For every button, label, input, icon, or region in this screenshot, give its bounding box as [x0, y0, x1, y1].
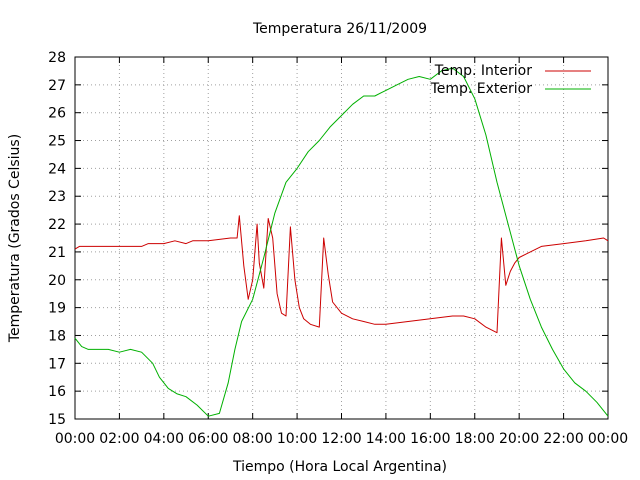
y-axis-label: Temperatura (Grados Celsius): [7, 134, 23, 343]
x-tick-label: 00:00: [588, 431, 628, 447]
x-tick-label: 00:00: [55, 431, 95, 447]
x-tick-label: 10:00: [277, 431, 317, 447]
x-tick-label: 22:00: [543, 431, 583, 447]
y-tick-label: 19: [48, 301, 66, 317]
y-tick-label: 24: [48, 161, 66, 177]
series-line-interior: [74, 215, 609, 334]
y-tick-label: 20: [48, 273, 66, 289]
legend-label-exterior: Temp. Exterior: [430, 81, 533, 97]
x-tick-label: 14:00: [366, 431, 406, 447]
x-axis-label: Tiempo (Hora Local Argentina): [232, 459, 447, 475]
x-tick-label: 06:00: [188, 431, 228, 447]
x-tick-label: 04:00: [144, 431, 184, 447]
y-tick-label: 22: [48, 217, 66, 233]
grid-lines: [75, 57, 608, 419]
legend: Temp. Interior Temp. Exterior: [430, 63, 591, 97]
y-tick-label: 27: [48, 78, 66, 94]
chart-title: Temperatura 26/11/2009: [252, 21, 427, 37]
y-tick-label: 25: [48, 134, 66, 150]
y-tick-label: 17: [48, 356, 66, 372]
y-tick-label: 28: [48, 50, 66, 66]
y-tick-label: 21: [48, 245, 66, 261]
x-tick-label: 08:00: [232, 431, 272, 447]
y-tick-label: 23: [48, 189, 66, 205]
legend-label-interior: Temp. Interior: [434, 63, 533, 79]
series-line-exterior: [74, 67, 609, 417]
y-tick-label: 15: [48, 412, 66, 428]
series-layer: [74, 67, 609, 417]
y-tick-label: 18: [48, 328, 66, 344]
x-tick-label: 20:00: [499, 431, 539, 447]
x-axis: 00:00 02:00 04:00 06:00 08:00 10:00 12:00 14:00…: [55, 57, 628, 447]
x-tick-label: 16:00: [410, 431, 450, 447]
x-tick-label: 02:00: [99, 431, 139, 447]
y-tick-label: 26: [48, 106, 66, 122]
x-tick-label: 18:00: [455, 431, 495, 447]
y-axis: 15 16 17 18 19 20 21 22 23 24 25 26 27 28: [48, 50, 608, 428]
x-tick-label: 12:00: [321, 431, 361, 447]
y-tick-label: 16: [48, 384, 66, 400]
plot-frame: [74, 56, 609, 420]
